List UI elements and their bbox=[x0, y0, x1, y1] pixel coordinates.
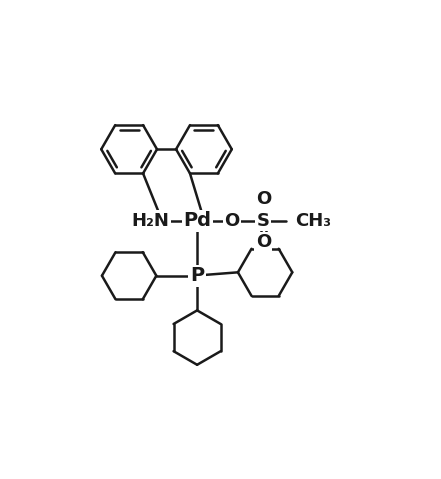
Text: CH₃: CH₃ bbox=[295, 212, 331, 229]
Text: H₂N: H₂N bbox=[131, 212, 169, 229]
Text: P: P bbox=[190, 266, 204, 285]
Text: S: S bbox=[257, 212, 270, 229]
Text: O: O bbox=[224, 212, 239, 229]
Text: O: O bbox=[256, 233, 271, 251]
Text: O: O bbox=[256, 190, 271, 208]
Text: Pd: Pd bbox=[183, 211, 211, 230]
